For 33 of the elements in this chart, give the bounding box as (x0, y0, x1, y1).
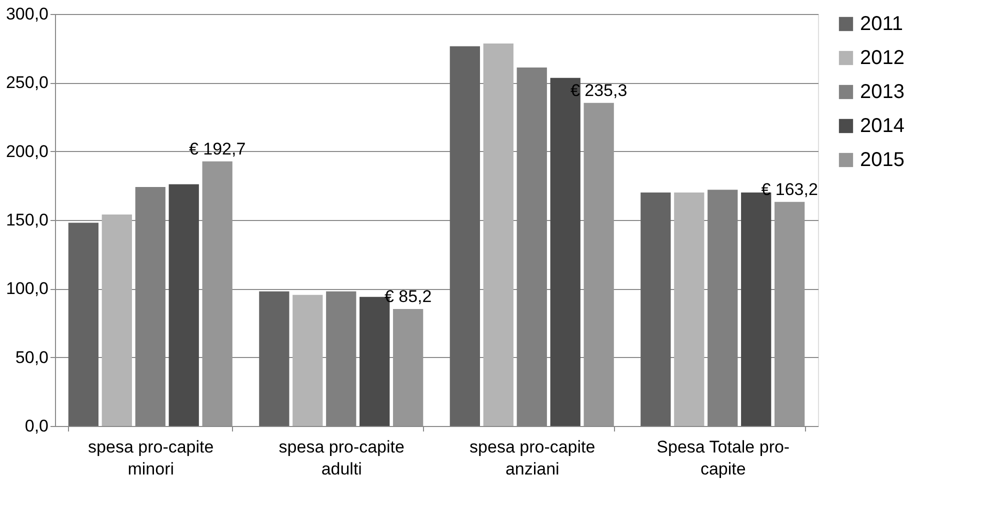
legend-label: 2012 (860, 47, 904, 69)
data-label: € 85,2 (384, 286, 432, 306)
x-tick-label: spesa pro-capite anziani (470, 438, 596, 478)
bar (640, 192, 671, 426)
bar (393, 308, 424, 426)
bar (68, 222, 98, 426)
legend-label: 2013 (860, 81, 904, 103)
bar (292, 294, 323, 426)
legend-label: 2014 (860, 115, 904, 137)
y-tick-label: 300,0 (6, 4, 48, 24)
y-tick-label: 0,0 (24, 416, 48, 436)
x-tick-label: Spesa Totale pro- capite (656, 438, 790, 478)
y-tick-label: 50,0 (15, 348, 48, 367)
y-tick-label: 100,0 (6, 279, 48, 298)
bar (102, 214, 132, 426)
bar (450, 46, 480, 426)
bar (774, 202, 805, 426)
data-label: € 192,7 (188, 139, 246, 158)
x-tick-label: spesa pro-capite adulti (278, 438, 404, 478)
legend-label: 2015 (860, 149, 904, 171)
bar (483, 44, 514, 426)
y-tick-label: 200,0 (6, 142, 48, 161)
y-tick-label: 150,0 (6, 210, 48, 230)
bar (674, 192, 704, 426)
data-label: € 235,3 (570, 80, 628, 100)
legend-label: 2011 (860, 13, 904, 35)
bar (550, 78, 580, 426)
bar (259, 291, 290, 426)
bar (202, 161, 232, 426)
x-tick-label: spesa pro-capite minori (88, 438, 214, 478)
bar (584, 102, 614, 426)
y-tick-label: 250,0 (6, 73, 48, 92)
bar (168, 184, 199, 426)
